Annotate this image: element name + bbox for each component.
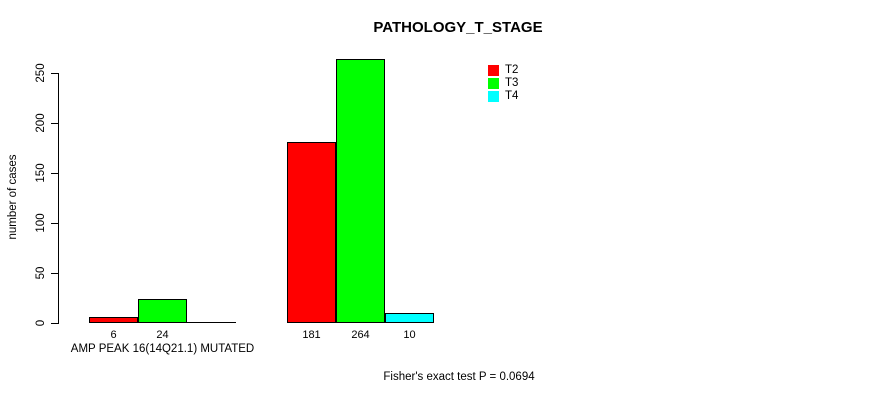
legend-item-t3: T3 xyxy=(488,77,518,90)
y-tick-label: 250 xyxy=(35,63,47,83)
bar-t2-group1 xyxy=(89,317,138,323)
x-axis-group-label: AMP PEAK 16(14Q21.1) MUTATED xyxy=(70,343,255,355)
y-tick-mark xyxy=(51,173,59,174)
y-tick-label: 200 xyxy=(35,113,47,133)
legend-label: T4 xyxy=(505,90,519,102)
y-tick-label: 50 xyxy=(35,266,47,280)
bar-t3-group1 xyxy=(138,299,187,323)
bar-value-label: 264 xyxy=(351,329,370,341)
legend-swatch-icon xyxy=(488,91,499,102)
bar-t4-group2 xyxy=(385,313,434,323)
y-axis-label: number of cases xyxy=(7,154,19,240)
stats-annotation: Fisher's exact test P = 0.0694 xyxy=(383,371,535,383)
y-tick-label: 100 xyxy=(35,213,47,233)
y-tick-mark xyxy=(51,323,59,324)
y-tick-label: 150 xyxy=(35,163,47,183)
bar-value-label: 6 xyxy=(110,329,117,341)
y-tick-mark xyxy=(51,73,59,74)
bar-t4-group1 xyxy=(187,322,236,323)
legend-item-t2: T2 xyxy=(488,64,518,77)
y-tick-label: 0 xyxy=(35,319,47,327)
legend-item-t4: T4 xyxy=(488,90,518,103)
y-axis-line xyxy=(58,73,59,324)
y-tick-mark xyxy=(51,123,59,124)
bar-t3-group2 xyxy=(336,59,385,323)
y-tick-mark xyxy=(51,273,59,274)
bar-t2-group2 xyxy=(287,142,336,323)
bar-value-label: 181 xyxy=(302,329,321,341)
legend-label: T3 xyxy=(505,77,519,89)
legend: T2 T3 T4 xyxy=(488,64,518,103)
chart-title: PATHOLOGY_T_STAGE xyxy=(373,19,543,36)
bar-value-label: 24 xyxy=(156,329,169,341)
legend-label: T2 xyxy=(505,64,519,76)
bar-value-label: 10 xyxy=(403,329,416,341)
y-tick-mark xyxy=(51,223,59,224)
legend-swatch-icon xyxy=(488,65,499,76)
legend-swatch-icon xyxy=(488,78,499,89)
